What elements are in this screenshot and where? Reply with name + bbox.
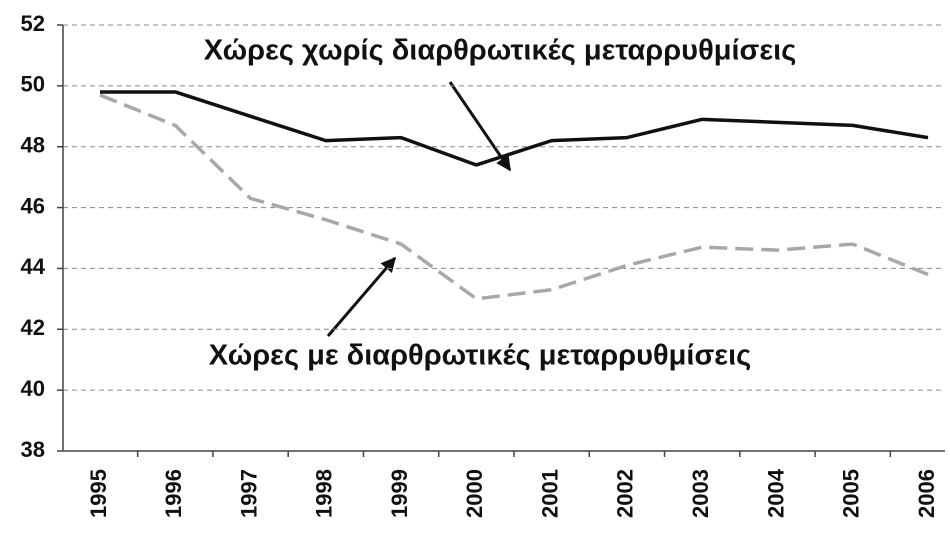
x-tick-label: 2002 [613, 469, 638, 518]
y-tick-label: 50 [21, 72, 45, 97]
arrow [326, 256, 397, 337]
series-line [100, 90, 929, 167]
x-tick-label: 1997 [236, 469, 261, 518]
x-tick-label: 2006 [914, 469, 939, 518]
x-tick-label: 1995 [86, 469, 111, 518]
y-tick-label: 42 [21, 315, 45, 340]
y-tick-label: 52 [21, 11, 45, 36]
y-tick-label: 46 [21, 193, 45, 218]
x-tick-label: 2000 [462, 469, 487, 518]
y-tick-label: 48 [21, 133, 45, 158]
x-tick-label: 2005 [839, 469, 864, 518]
y-tick-label: 44 [21, 254, 46, 279]
x-tick-label: 1996 [161, 469, 186, 518]
y-tick-label: 38 [21, 437, 45, 462]
x-tick-label: 2003 [688, 469, 713, 518]
arrow [448, 81, 512, 172]
y-tick-label: 40 [21, 376, 45, 401]
x-tick-label: 1998 [312, 469, 337, 518]
annotation: Χώρες με διαρθρωτικές μεταρρυθμίσεις [209, 340, 751, 372]
annotation: Χώρες χωρίς διαρθρωτικές μεταρρυθμίσεις [204, 35, 797, 67]
series-line [99, 93, 929, 301]
x-tick-label: 2004 [763, 468, 788, 518]
x-tick-label: 1999 [387, 469, 412, 518]
x-tick-label: 2001 [537, 469, 562, 518]
